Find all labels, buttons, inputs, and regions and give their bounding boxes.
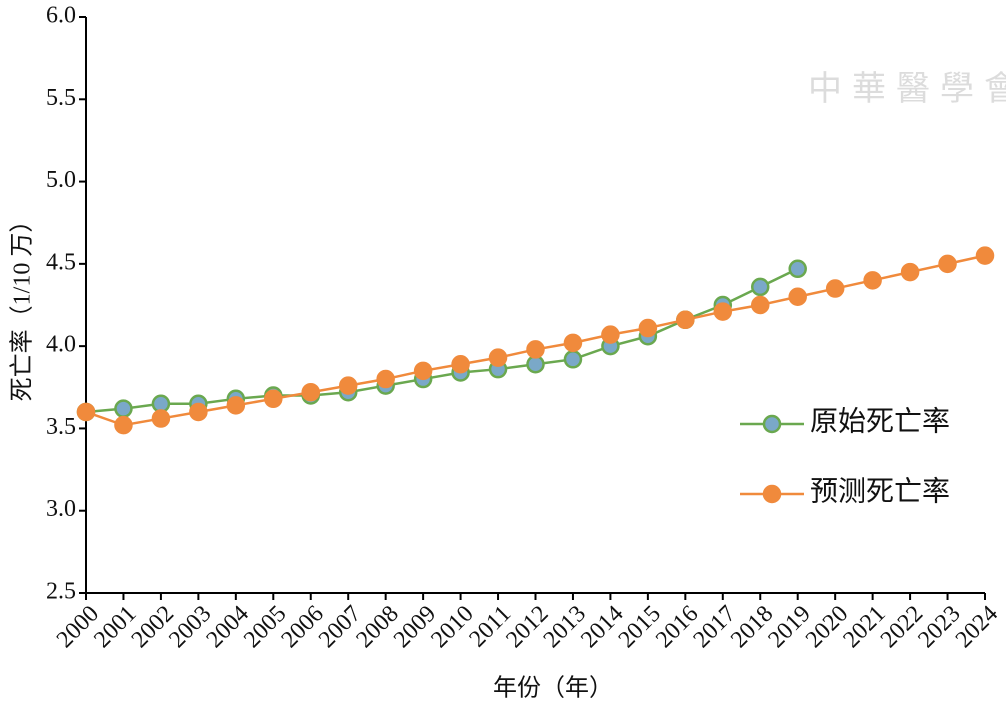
point [338, 376, 358, 395]
point [638, 318, 658, 338]
point [413, 361, 433, 381]
watermark: 中華醫學會 [808, 70, 1006, 108]
y-tick-label: 5.0 [46, 167, 76, 193]
point [114, 415, 133, 435]
point [151, 409, 171, 428]
y-tick-label: 3.0 [46, 496, 76, 522]
point [76, 402, 96, 422]
point [488, 348, 508, 367]
y-tick-label: 2.5 [46, 579, 76, 605]
y-tick-label: 3.5 [46, 414, 76, 440]
point [788, 287, 807, 307]
series-line [85, 267, 799, 414]
x-tick-label: 2024 [951, 601, 1003, 653]
y-tick-label: 6.0 [46, 3, 76, 29]
y-tick-label: 4.0 [46, 332, 76, 358]
point [713, 302, 733, 321]
legend-marker [762, 414, 782, 434]
y-tick-label: 4.5 [46, 249, 76, 275]
point [376, 369, 395, 389]
legend-label: 预测死亡率 [810, 475, 950, 507]
x-axis-label: 年份（年） [493, 675, 613, 702]
point [863, 271, 882, 290]
y-axis-label: 死亡率（1/10 万） [9, 209, 36, 402]
point [189, 402, 208, 422]
point [301, 382, 320, 402]
point [975, 246, 995, 265]
point [676, 310, 695, 330]
point [226, 396, 246, 415]
point [788, 259, 807, 279]
point [563, 333, 583, 353]
legend-marker [762, 484, 782, 504]
point [563, 350, 583, 369]
point [601, 325, 620, 344]
point [825, 279, 845, 298]
point [938, 254, 957, 274]
legend-label: 原始死亡率 [810, 405, 950, 437]
point [451, 354, 470, 374]
point [114, 399, 133, 418]
point [900, 262, 920, 282]
point [751, 277, 770, 297]
point [526, 340, 545, 359]
y-tick-label: 5.5 [46, 85, 76, 111]
point [751, 295, 770, 315]
point [264, 389, 283, 409]
